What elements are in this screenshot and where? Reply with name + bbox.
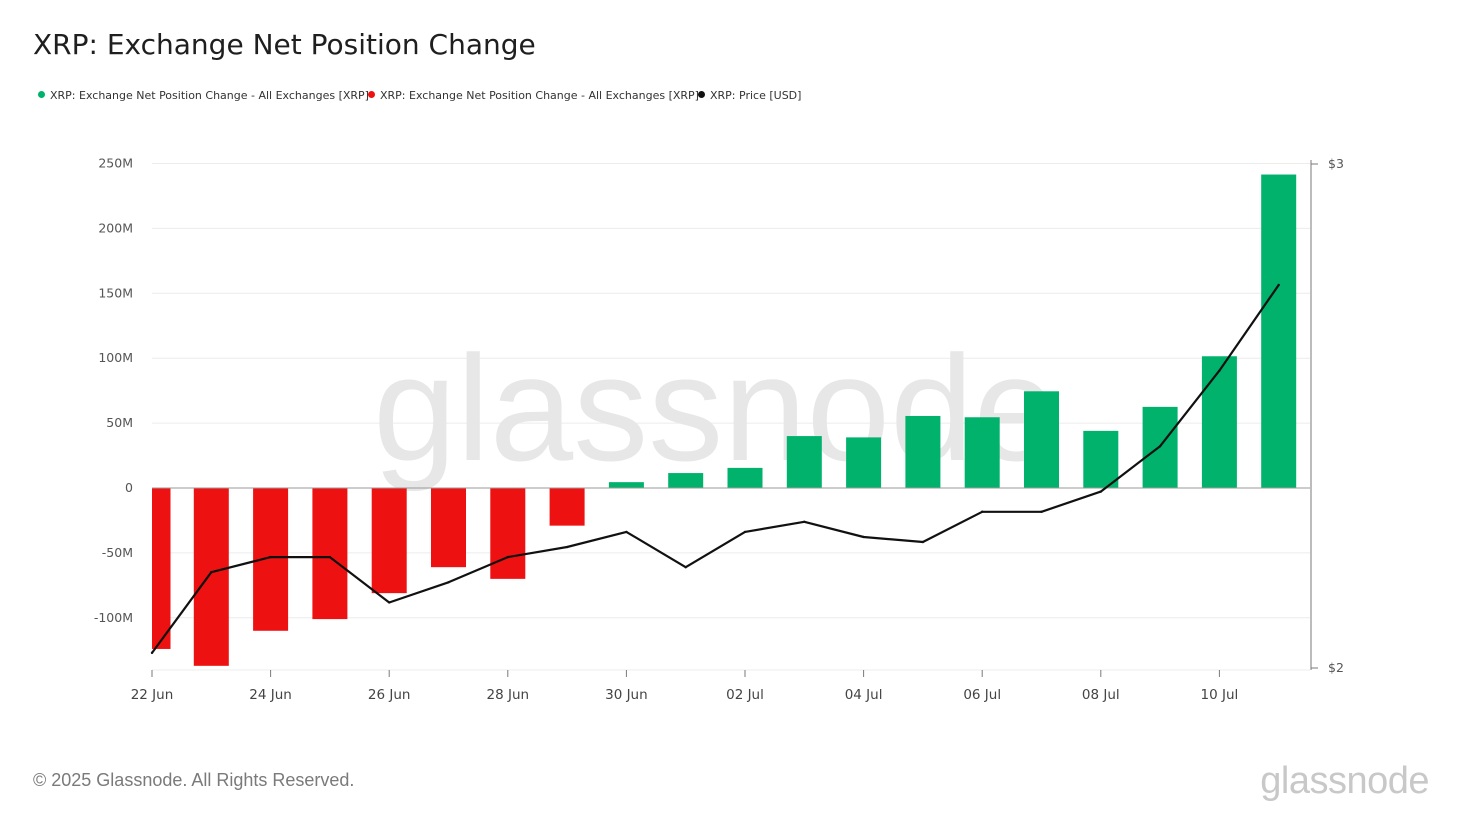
bar-04-jul[interactable]: [846, 437, 882, 488]
bar-07-jul[interactable]: [1024, 391, 1059, 488]
price-point: [565, 545, 569, 549]
price-point: [1158, 445, 1162, 448]
bar-03-jul[interactable]: [786, 436, 822, 488]
price-point: [150, 651, 154, 655]
brand-logo-text: glassnode: [1260, 760, 1429, 802]
y-left-tick-label: 50M: [106, 415, 133, 430]
bar-05-jul[interactable]: [905, 415, 941, 488]
price-point: [743, 530, 747, 534]
chart-title: XRP: Exchange Net Position Change: [33, 28, 536, 61]
legend-dot-price: [698, 91, 705, 98]
price-point: [981, 510, 984, 513]
x-tick-label: 28 Jun: [487, 687, 530, 703]
legend-label-positive: XRP: Exchange Net Position Change - All …: [50, 89, 369, 102]
x-tick-label: 22 Jun: [131, 687, 174, 703]
bar-28-jun[interactable]: [490, 488, 526, 579]
price-line-layer: [150, 283, 1280, 655]
y-left-tick-label: 0: [125, 480, 133, 495]
bar-27-jun[interactable]: [431, 488, 466, 568]
x-tick-label: 08 Jul: [1082, 687, 1120, 703]
legend-label-price: XRP: Price [USD]: [710, 89, 802, 102]
x-tick-label: 10 Jul: [1201, 687, 1239, 703]
y-left-tick-label: 150M: [98, 285, 133, 300]
x-tick-label: 04 Jul: [845, 687, 883, 703]
axis-layer: -100M -50M 0 50M 100M 150M 200M 250M $2 $3 22 Jun 2…: [94, 156, 1344, 704]
price-point: [447, 581, 450, 584]
y-left-tick-label: 100M: [98, 350, 133, 365]
x-tick-label: 26 Jun: [368, 687, 411, 703]
bar-01-jul[interactable]: [668, 473, 704, 488]
x-tick-label: 06 Jul: [963, 687, 1001, 703]
bar-30-jun[interactable]: [608, 482, 644, 488]
bar-06-jul[interactable]: [964, 417, 1000, 488]
price-point: [1040, 510, 1043, 513]
price-point: [388, 601, 391, 604]
x-tick-label: 30 Jun: [605, 687, 648, 703]
y-left-tick-label: -50M: [102, 545, 133, 560]
bar-02-jul[interactable]: [727, 467, 763, 488]
price-point: [684, 566, 687, 569]
price-point: [328, 555, 332, 559]
copyright-text: © 2025 Glassnode. All Rights Reserved.: [33, 770, 355, 790]
bar-26-jun[interactable]: [371, 488, 407, 594]
legend-item-positive[interactable]: XRP: Exchange Net Position Change - All …: [38, 89, 369, 102]
y-right-tick-label: $3: [1328, 156, 1344, 171]
legend-dot-negative: [368, 91, 375, 98]
price-point: [921, 540, 925, 544]
price-point: [269, 555, 272, 559]
x-tick-label: 02 Jul: [726, 687, 764, 703]
price-point: [1218, 369, 1221, 372]
bars-layer: [152, 174, 1297, 666]
bar-08-jul[interactable]: [1083, 430, 1119, 488]
bar-23-jun[interactable]: [193, 488, 229, 666]
price-point: [210, 571, 213, 574]
price-line[interactable]: [151, 284, 1280, 654]
bar-29-jun[interactable]: [549, 488, 585, 526]
price-point: [862, 535, 865, 539]
bar-10-jul[interactable]: [1201, 356, 1237, 488]
price-point: [1099, 490, 1103, 493]
bar-11-jul[interactable]: [1261, 174, 1297, 488]
y-right-tick-label: $2: [1328, 660, 1344, 675]
bar-25-jun[interactable]: [312, 488, 348, 620]
y-left-tick-label: -100M: [94, 610, 133, 625]
chart-canvas: glassnode -100M -50M 0 50M 100M 150M 200M 250M $…: [94, 156, 1344, 704]
price-point: [803, 520, 806, 524]
legend-item-price[interactable]: XRP: Price [USD]: [698, 89, 801, 102]
price-point: [1277, 283, 1280, 287]
bar-22-jun[interactable]: [152, 488, 171, 649]
x-tick-label: 24 Jun: [249, 687, 292, 703]
watermark-text: glassnode: [373, 324, 1057, 492]
y-left-tick-label: 200M: [98, 220, 133, 235]
price-point: [625, 530, 628, 534]
legend-item-negative[interactable]: XRP: Exchange Net Position Change - All …: [368, 89, 699, 102]
legend-label-negative: XRP: Exchange Net Position Change - All …: [380, 89, 699, 102]
price-point: [506, 555, 509, 559]
legend-dot-positive: [38, 91, 45, 98]
y-left-tick-label: 250M: [98, 156, 133, 171]
